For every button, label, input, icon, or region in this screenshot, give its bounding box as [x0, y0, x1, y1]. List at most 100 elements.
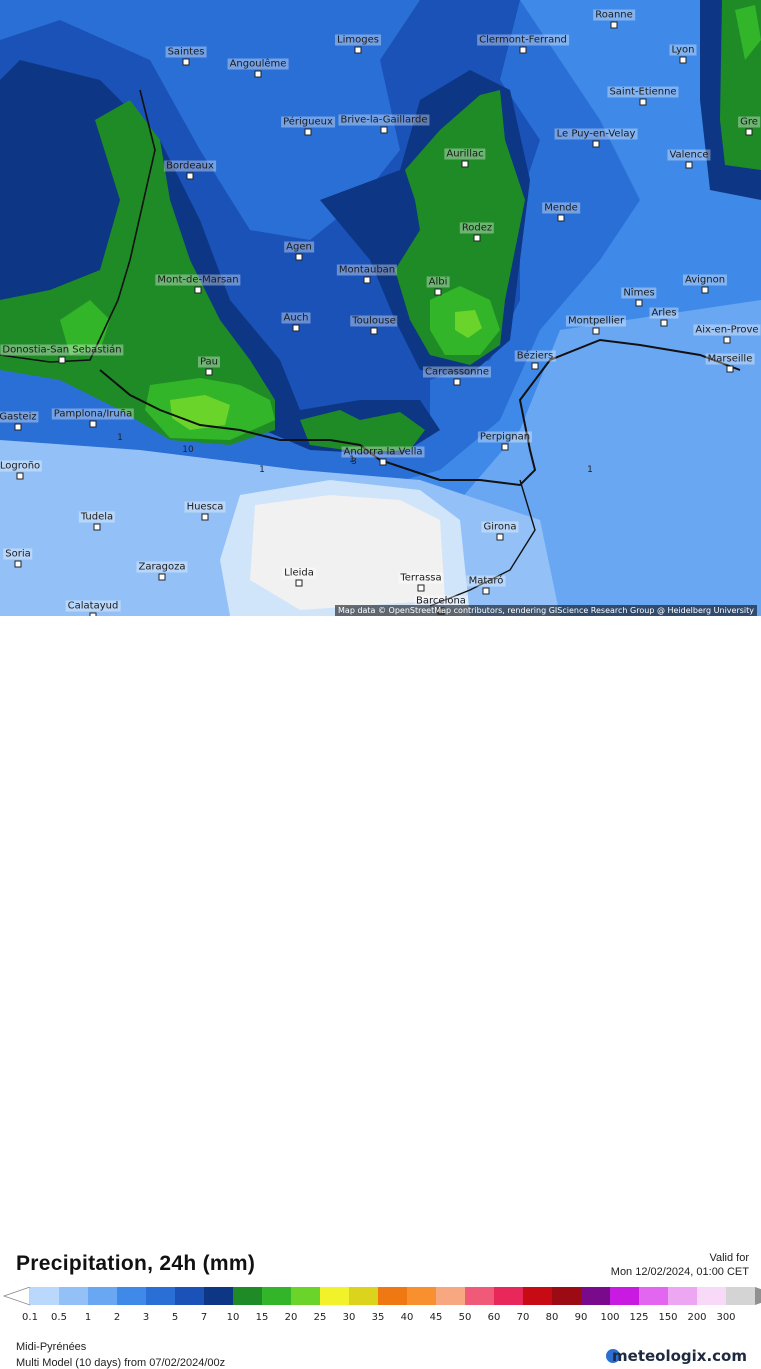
city-label: Lyon	[669, 44, 697, 56]
city-label: Pamplona/Iruña	[51, 408, 135, 420]
city-label: Auch	[281, 312, 311, 324]
legend-tick-label: 0.1	[22, 1312, 38, 1323]
city-marker	[723, 336, 731, 344]
map-title: Precipitation, 24h (mm)	[16, 1252, 256, 1275]
city-marker	[14, 423, 22, 431]
city-marker	[370, 327, 378, 335]
city-label: Lleida	[282, 567, 316, 579]
legend-color-swatch	[233, 1287, 262, 1305]
footer-panel: Precipitation, 24h (mm) Valid for Mon 12…	[0, 616, 761, 1369]
legend-color-swatch	[291, 1287, 320, 1305]
city-marker	[685, 161, 693, 169]
city-marker	[482, 587, 490, 595]
city-label: Pau	[197, 356, 221, 368]
legend-color-swatch	[581, 1287, 610, 1305]
legend-tick-label: 1	[85, 1312, 91, 1323]
city-marker	[639, 98, 647, 106]
legend-color-swatch	[88, 1287, 117, 1305]
city-label: Le Puy-en-Velay	[554, 128, 638, 140]
city-label: Arles	[649, 307, 679, 319]
legend-color-swatch	[697, 1287, 726, 1305]
city-label: Limoges	[335, 34, 381, 46]
city-label: Mataró	[466, 575, 506, 587]
city-marker	[380, 126, 388, 134]
city-marker	[379, 458, 387, 466]
contour-label: 10	[182, 445, 194, 455]
city-label: Soria	[3, 548, 33, 560]
city-label: Rodez	[459, 222, 495, 234]
precipitation-legend: 0.1 0.5 1 2 3 5 7 10 15 20 25 30 35 40 45 50 60 70 80 90 100…	[2, 1287, 761, 1323]
city-label: Périgueux	[281, 116, 335, 128]
city-marker	[660, 319, 668, 327]
city-marker	[295, 579, 303, 587]
city-marker	[726, 365, 734, 373]
legend-tick-label: 70	[517, 1312, 530, 1323]
city-label: Mont-de-Marsan	[155, 274, 241, 286]
border-france-spain	[99, 338, 741, 487]
precip-10-15-ne-area	[735, 5, 761, 60]
city-label: Béziers	[514, 350, 556, 362]
legend-color-swatch	[59, 1287, 88, 1305]
city-marker	[496, 533, 504, 541]
legend-color-swatch	[320, 1287, 349, 1305]
legend-color-swatch	[378, 1287, 407, 1305]
contour-label: 1	[259, 465, 265, 475]
city-label: Barcelona	[414, 595, 468, 607]
legend-tick-label: 90	[575, 1312, 588, 1323]
city-label: Valence	[667, 149, 711, 161]
city-marker	[434, 288, 442, 296]
legend-tick-label: 50	[459, 1312, 472, 1323]
city-marker	[354, 46, 362, 54]
city-marker	[531, 362, 539, 370]
city-label: Marseille	[705, 353, 755, 365]
legend-color-swatch	[465, 1287, 494, 1305]
city-marker	[745, 128, 753, 136]
precip-15-20-area	[170, 395, 230, 430]
contour-label: 3	[351, 457, 357, 467]
legend-tick-label: 30	[343, 1312, 356, 1323]
legend-tick-label: 25	[314, 1312, 327, 1323]
city-marker	[93, 523, 101, 531]
city-label: Bordeaux	[164, 160, 216, 172]
legend-tick-label: 60	[488, 1312, 501, 1323]
legend-tick-label: 300	[716, 1312, 735, 1323]
legend-color-swatch	[552, 1287, 581, 1305]
legend-tick-label: 80	[546, 1312, 559, 1323]
city-label: Tudela	[78, 511, 116, 523]
legend-tick-label: 200	[687, 1312, 706, 1323]
city-marker	[295, 253, 303, 261]
city-label: Clermont-Ferrand	[477, 34, 569, 46]
city-marker	[58, 356, 66, 364]
city-marker	[679, 56, 687, 64]
region-name: Midi-Pyrénées	[16, 1341, 87, 1353]
city-marker	[501, 443, 509, 451]
city-marker	[519, 46, 527, 54]
legend-tick-label: 100	[600, 1312, 619, 1323]
legend-tick-label: 45	[430, 1312, 443, 1323]
city-label: Carcassonne	[423, 366, 491, 378]
city-marker	[14, 560, 22, 568]
precip-7-10-west-area	[0, 100, 275, 445]
contour-label: 1	[349, 455, 355, 465]
dry-area	[250, 495, 445, 610]
city-marker	[16, 472, 24, 480]
legend-tick-label: 15	[256, 1312, 269, 1323]
city-marker	[701, 286, 709, 294]
legend-tick-label: 10	[227, 1312, 240, 1323]
city-marker	[292, 324, 300, 332]
city-label: Logroño	[0, 460, 43, 472]
city-marker	[254, 70, 262, 78]
precip-7-10-east-area	[395, 90, 525, 365]
legend-over-arrow	[755, 1287, 761, 1305]
city-marker	[557, 214, 565, 222]
precip-10-15-coast-area	[60, 300, 110, 355]
legend-color-swatch	[668, 1287, 697, 1305]
legend-color-swatch	[494, 1287, 523, 1305]
city-label: Zaragoza	[136, 561, 188, 573]
city-label: Girona	[481, 521, 519, 533]
city-label: Saintes	[165, 46, 207, 58]
city-label: Nîmes	[621, 287, 657, 299]
legend-tick-label: 7	[201, 1312, 207, 1323]
city-marker	[610, 21, 618, 29]
city-label: Brive-la-Gaillarde	[338, 114, 430, 126]
